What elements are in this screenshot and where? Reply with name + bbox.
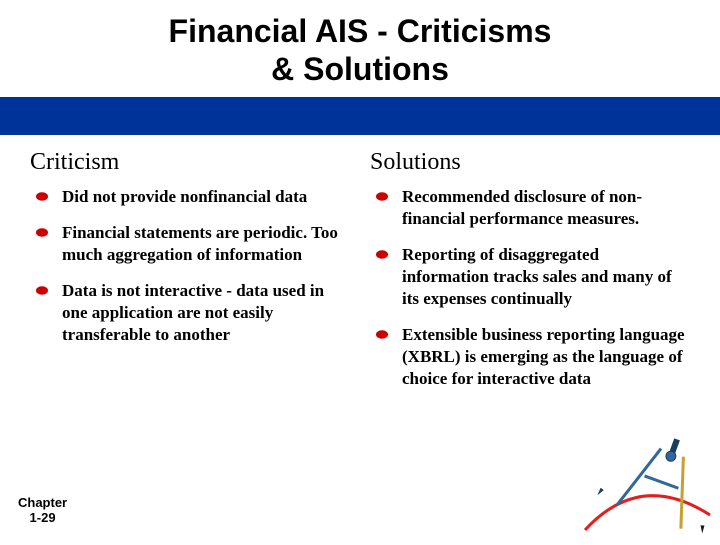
item-text: Recommended disclosure of non-financial … [402,186,690,230]
criticism-heading: Criticism [30,149,350,176]
bullet-icon [376,192,388,201]
title-line-2: & Solutions [271,51,449,87]
criticism-items: Did not provide nonfinancial data Financ… [30,186,350,347]
footer-line-1: Chapter [18,495,67,510]
bullet-icon [36,286,48,295]
slide-footer: Chapter 1-29 [18,496,67,526]
bullet-icon [36,192,48,201]
item-text: Reporting of disaggregated information t… [402,244,690,310]
title-line-1: Financial AIS - Criticisms [169,13,552,49]
solutions-items: Recommended disclosure of non-financial … [370,186,690,391]
list-item: Recommended disclosure of non-financial … [376,186,690,230]
bullet-icon [36,228,48,237]
criticism-column: Criticism Did not provide nonfinancial d… [30,149,350,405]
content-columns: Criticism Did not provide nonfinancial d… [0,135,720,405]
list-item: Data is not interactive - data used in o… [36,280,350,346]
accent-band [0,97,720,135]
list-item: Did not provide nonfinancial data [36,186,350,208]
item-text: Financial statements are periodic. Too m… [62,222,350,266]
item-text: Did not provide nonfinancial data [62,186,307,208]
list-item: Financial statements are periodic. Too m… [36,222,350,266]
solutions-column: Solutions Recommended disclosure of non-… [370,149,690,405]
item-text: Extensible business reporting language (… [402,324,690,390]
item-text: Data is not interactive - data used in o… [62,280,350,346]
list-item: Extensible business reporting language (… [376,324,690,390]
solutions-heading: Solutions [370,149,690,176]
bullet-icon [376,330,388,339]
compass-graphic [580,400,720,540]
footer-line-2: 1-29 [30,510,56,525]
bullet-icon [376,250,388,259]
slide-title: Financial AIS - Criticisms & Solutions [0,0,720,97]
list-item: Reporting of disaggregated information t… [376,244,690,310]
